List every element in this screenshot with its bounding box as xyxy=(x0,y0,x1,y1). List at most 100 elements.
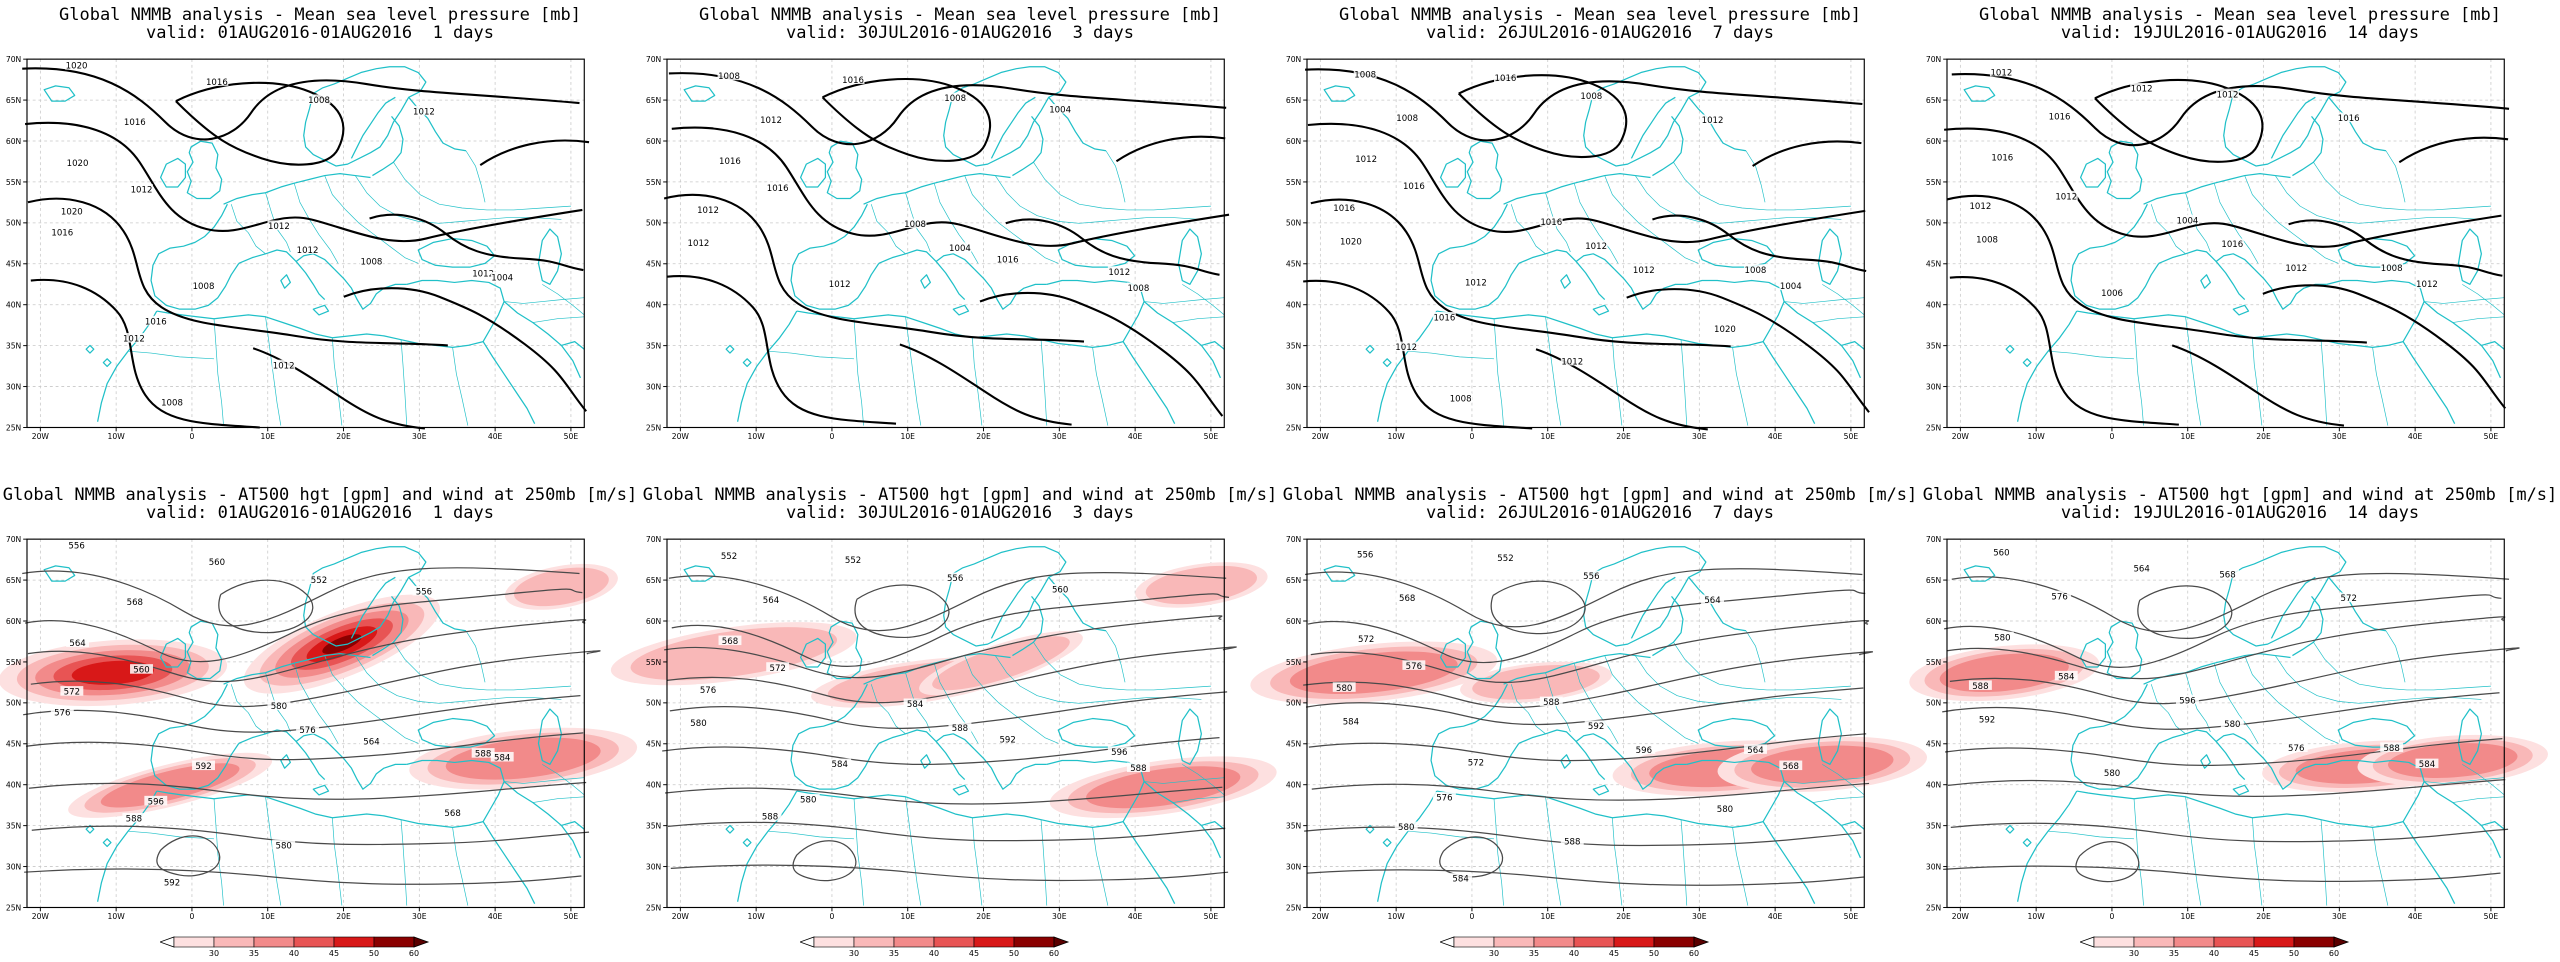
contour-label: 588 xyxy=(762,813,778,823)
contour-label: 592 xyxy=(1979,715,1995,725)
lon-tick-label: 20E xyxy=(336,912,351,921)
lon-tick-label: 10W xyxy=(1388,912,1406,921)
colorbar-tick-label: 40 xyxy=(1569,949,1579,958)
colorbar-tick-label: 40 xyxy=(929,949,939,958)
contour-label: 576 xyxy=(1406,662,1422,672)
isobar-line xyxy=(668,72,1227,146)
height-contour-line xyxy=(664,615,1223,679)
lon-tick-label: 40E xyxy=(1768,432,1783,441)
colorbar-tick-label: 50 xyxy=(369,949,379,958)
lat-tick-label: 50N xyxy=(6,699,21,708)
lat-tick-label: 60N xyxy=(6,137,21,146)
contour-label: 556 xyxy=(1583,572,1599,582)
height-contour-line xyxy=(1490,580,1586,635)
height-contour-line xyxy=(1949,647,2520,705)
contour-label: 1012 xyxy=(131,186,153,196)
colorbar-segment xyxy=(813,936,855,948)
contour-label: 1012 xyxy=(413,107,435,117)
height-contour-line xyxy=(28,781,587,800)
colorbar-segment xyxy=(2213,936,2255,948)
isobars xyxy=(1944,73,2510,427)
map-frame xyxy=(666,538,1225,909)
contour-label: 592 xyxy=(999,735,1015,745)
isobar-line xyxy=(27,197,448,347)
lat-tick-label: 65N xyxy=(646,96,661,105)
isobars xyxy=(663,72,1230,426)
map-plot-area: 556 560 552 556 568 564 560 572 576 580 576 564 588 5… xyxy=(0,530,638,921)
colorbar-tick-label: 30 xyxy=(849,949,859,958)
contour-label: 1016 xyxy=(997,255,1019,265)
colorbar-segment xyxy=(2253,936,2295,948)
isobar-line xyxy=(1307,122,1866,244)
colorbar-tick-label: 30 xyxy=(209,949,219,958)
height-contour-line xyxy=(1942,692,2500,730)
height-contour-line xyxy=(25,732,584,761)
colorbar-segment xyxy=(1493,936,1535,948)
lon-tick-label: 20W xyxy=(1312,432,1330,441)
lat-tick-label: 50N xyxy=(6,219,21,228)
map-plot-area: 1008 1016 1008 1012 1008 1012 1016 1016 1020 1016… xyxy=(1286,50,1892,441)
wind-shade-level-1 xyxy=(630,627,838,681)
map-svg: 1008 1016 1008 1004 1012 1016 1016 1012 1012 1008… xyxy=(646,55,1230,441)
isobar-line xyxy=(663,193,1085,343)
wind-colorbar: 30 35 40 45 50 60 xyxy=(1438,936,1770,962)
lat-tick-label: 35N xyxy=(646,341,661,350)
lon-tick-label: 10E xyxy=(260,912,275,921)
lat-tick-label: 70N xyxy=(6,55,21,64)
lat-tick-label: 30N xyxy=(6,382,21,391)
lon-tick-label: 20W xyxy=(32,912,50,921)
lat-tick-label: 35N xyxy=(6,821,21,830)
contour-label: 1008 xyxy=(161,399,183,409)
lat-tick-label: 45N xyxy=(1926,740,1941,749)
contour-label: 1012 xyxy=(760,116,782,126)
contour-labels: 552 5525565605645685725765805845885925965… xyxy=(687,550,1150,823)
lat-tick-label: 25N xyxy=(1286,423,1301,432)
lat-tick-label: 45N xyxy=(1926,260,1941,269)
height-contour-line xyxy=(671,593,1230,668)
panel-title: Global NMMB analysis - Mean sea level pr… xyxy=(1339,5,1861,25)
contour-label: 556 xyxy=(947,574,963,584)
lat-tick-label: 65N xyxy=(646,576,661,585)
lat-tick-label: 40N xyxy=(646,781,661,790)
contour-label: 580 xyxy=(275,841,291,851)
height-contour-line xyxy=(1951,572,2510,633)
lat-tick-label: 55N xyxy=(1286,658,1301,667)
isobar-line xyxy=(1752,140,1862,167)
map-svg: 560 564 568 572 576 580 584 588 592 596 580 576 588 5… xyxy=(1909,535,2548,921)
contour-label: 584 xyxy=(2058,672,2074,682)
lat-tick-label: 40N xyxy=(1926,781,1941,790)
contour-label: 1008 xyxy=(1396,114,1418,124)
contour-label: 1008 xyxy=(1450,395,1472,405)
contour-label: 584 xyxy=(1343,717,1359,727)
wind-colorbar: 30 35 40 45 50 60 xyxy=(798,936,1130,962)
contour-label: 576 xyxy=(700,686,716,696)
contour-label: 1012 xyxy=(273,361,295,371)
contour-label: 1020 xyxy=(67,159,89,169)
map-svg: 556 552 556 564 568 572 576 580 584 588 592 596 564 5… xyxy=(1250,535,1928,921)
contour-label: 1012 xyxy=(123,335,145,345)
contour-label: 580 xyxy=(690,719,706,729)
lon-tick-label: 0 xyxy=(190,432,195,441)
colorbar-segment xyxy=(333,936,375,948)
map-plot-area: 1012 1012 1012 1016 1016 1016 1012 1012 1008 1004… xyxy=(1926,50,2532,441)
height-contour-line xyxy=(662,737,1220,766)
panel-title: Global NMMB analysis - Mean sea level pr… xyxy=(59,5,581,25)
lat-tick-label: 30N xyxy=(1926,862,1941,871)
height-contour-line xyxy=(30,650,601,708)
contour-label: 1008 xyxy=(944,94,966,104)
height-contour-line xyxy=(1311,782,1870,801)
panel-valid-period: valid: 19JUL2016-01AUG2016 14 days xyxy=(2060,503,2420,523)
contour-label: 1020 xyxy=(66,62,88,72)
isobar-line xyxy=(30,278,260,429)
contour-label: 584 xyxy=(832,760,848,770)
contour-label: 596 xyxy=(2179,696,2195,706)
lon-tick-label: 10W xyxy=(108,912,126,921)
axis-ticks: 20W 10W 0 10E 20E 30E 40E 50E 70N 65N 60N 55N 50N 45N… xyxy=(1286,535,1859,921)
lon-tick-label: 50E xyxy=(564,912,579,921)
map-plot-area: 560 564 568 572 576 580 584 588 592 596 580 576 588 5… xyxy=(1909,530,2548,921)
contour-label: 1016 xyxy=(842,76,864,86)
isobar-line xyxy=(899,343,1072,426)
contour-label: 560 xyxy=(133,666,149,676)
contour-label: 584 xyxy=(494,754,510,764)
